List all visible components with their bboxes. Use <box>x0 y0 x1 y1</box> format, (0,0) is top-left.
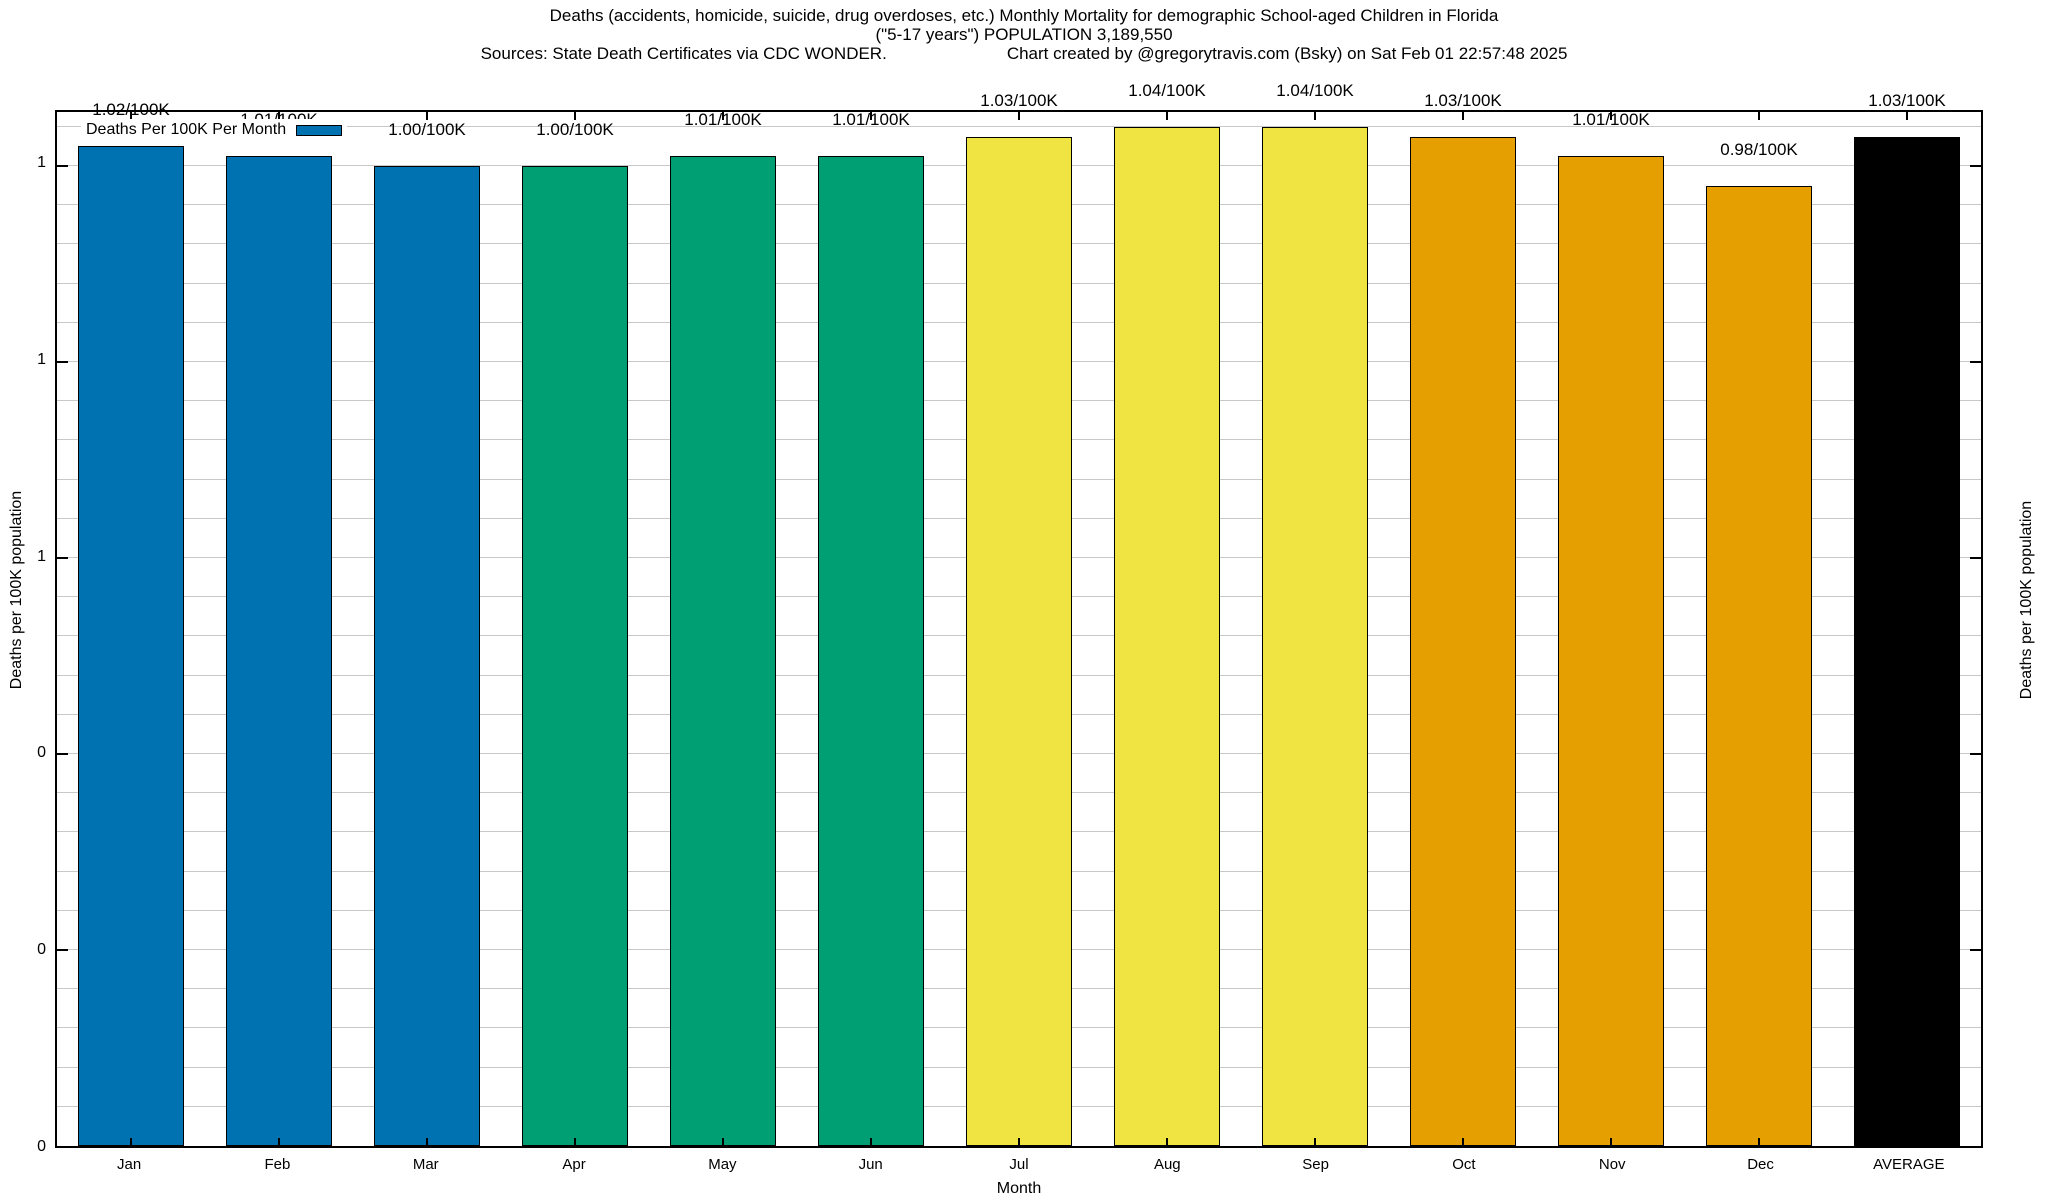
month-label-aug: Aug <box>1153 1156 1181 1173</box>
y-axis-label-right: Deaths per 100K population <box>2018 500 2035 700</box>
legend-label: Deaths Per 100K Per Month <box>86 121 287 138</box>
y-tick-mark <box>1970 360 1981 363</box>
x-tick-mark <box>870 1138 872 1146</box>
month-label-nov: Nov <box>1598 1156 1626 1173</box>
y-tick-label: 1 <box>37 547 46 565</box>
x-tick-mark <box>573 1138 576 1146</box>
bar-value-label: 1.00/100K <box>388 119 466 139</box>
x-tick-mark <box>1610 1138 1612 1146</box>
month-label-sep: Sep <box>1302 1156 1329 1173</box>
y-tick-mark <box>1970 164 1981 167</box>
month-label-oct: Oct <box>1452 1156 1476 1173</box>
y-tick-mark <box>57 752 68 755</box>
bar-feb <box>225 156 333 1146</box>
x-tick-mark <box>1462 112 1464 120</box>
bar-may <box>669 156 777 1146</box>
month-label-apr: Apr <box>562 1156 586 1173</box>
bar-value-label: 1.03/100K <box>980 90 1058 110</box>
x-axis-label: Month <box>996 1180 1042 1197</box>
x-tick-mark <box>870 112 872 120</box>
sources-text: Sources: State Death Certificates via CD… <box>480 44 887 63</box>
x-tick-mark <box>1758 112 1760 120</box>
x-tick-mark <box>1758 1138 1760 1146</box>
x-tick-mark <box>426 112 428 120</box>
chart-title-line2: ("5-17 years") POPULATION 3,189,550 <box>875 25 1173 44</box>
x-tick-mark <box>426 1138 428 1146</box>
x-tick-mark <box>721 112 724 120</box>
month-label-may: May <box>708 1156 737 1173</box>
bar-value-label: 1.03/100K <box>1868 90 1946 110</box>
bar-jan <box>77 146 185 1146</box>
y-tick-mark <box>1970 752 1981 755</box>
bar-average <box>1853 136 1961 1146</box>
x-tick-mark <box>129 112 132 120</box>
x-tick-mark <box>573 112 576 120</box>
x-tick-mark <box>1314 1138 1316 1146</box>
legend-swatch <box>296 124 343 136</box>
bar-value-label: 1.04/100K <box>1128 80 1206 100</box>
bar-value-label: 1.04/100K <box>1276 80 1354 100</box>
bar-oct <box>1409 136 1517 1146</box>
y-tick-mark <box>57 948 68 951</box>
month-label-mar: Mar <box>412 1156 439 1173</box>
x-tick-mark <box>1166 112 1168 120</box>
bar-sep <box>1261 126 1369 1146</box>
y-tick-mark <box>1970 556 1981 559</box>
bar-nov <box>1557 156 1665 1146</box>
bar-value-label: 1.00/100K <box>536 119 614 139</box>
y-tick-mark <box>1970 948 1981 951</box>
x-tick-mark <box>1906 1138 1908 1146</box>
x-tick-mark <box>1018 1138 1020 1146</box>
y-tick-label: 0 <box>37 941 46 959</box>
bar-jul <box>965 136 1073 1146</box>
title-block: Deaths (accidents, homicide, suicide, dr… <box>0 6 2048 63</box>
y-tick-label: 0 <box>37 1138 46 1155</box>
y-tick-label: 0 <box>37 744 46 762</box>
chart-title-line3: Sources: State Death Certificates via CD… <box>0 44 2048 63</box>
bar-apr <box>521 165 629 1146</box>
month-label-jul: Jul <box>1009 1156 1029 1173</box>
x-tick-mark <box>1462 1138 1464 1146</box>
plot-area: Deaths Per 100K Per Month 1.02/100K1.01/… <box>55 81 1983 1148</box>
x-tick-mark <box>721 1138 724 1146</box>
y-tick-mark <box>57 556 68 559</box>
gridline <box>57 125 1981 127</box>
y-tick-mark <box>57 164 68 167</box>
credit-text: Chart created by @gregorytravis.com (Bsk… <box>1006 44 1568 63</box>
x-tick-mark <box>278 112 280 120</box>
bar-value-label: 1.03/100K <box>1424 90 1502 110</box>
month-label-dec: Dec <box>1747 1156 1774 1173</box>
bar-mar <box>373 165 481 1146</box>
month-label-average: AVERAGE <box>1873 1156 1945 1173</box>
bar-value-label: 0.98/100K <box>1720 139 1798 159</box>
x-tick-mark <box>278 1138 280 1146</box>
month-label-jan: Jan <box>117 1156 142 1173</box>
y-tick-label: 1 <box>37 350 46 368</box>
x-tick-mark <box>129 1138 132 1146</box>
chart-title-line1: Deaths (accidents, homicide, suicide, dr… <box>549 6 1499 25</box>
bar-dec <box>1705 185 1813 1146</box>
x-tick-mark <box>1018 112 1020 120</box>
month-label-feb: Feb <box>264 1156 291 1173</box>
legend: Deaths Per 100K Per Month <box>81 119 348 141</box>
bar-aug <box>1113 126 1221 1146</box>
bar-jun <box>817 156 925 1146</box>
x-tick-mark <box>1906 112 1908 120</box>
x-tick-mark <box>1314 112 1316 120</box>
x-tick-mark <box>1166 1138 1168 1146</box>
y-tick-mark <box>57 360 68 363</box>
bar-value-label: 1.02/100K <box>92 100 170 120</box>
y-axis-label-left: Deaths per 100K population <box>8 490 25 690</box>
month-label-jun: Jun <box>858 1156 883 1173</box>
y-tick-label: 1 <box>37 154 46 172</box>
x-tick-mark <box>1610 112 1612 120</box>
